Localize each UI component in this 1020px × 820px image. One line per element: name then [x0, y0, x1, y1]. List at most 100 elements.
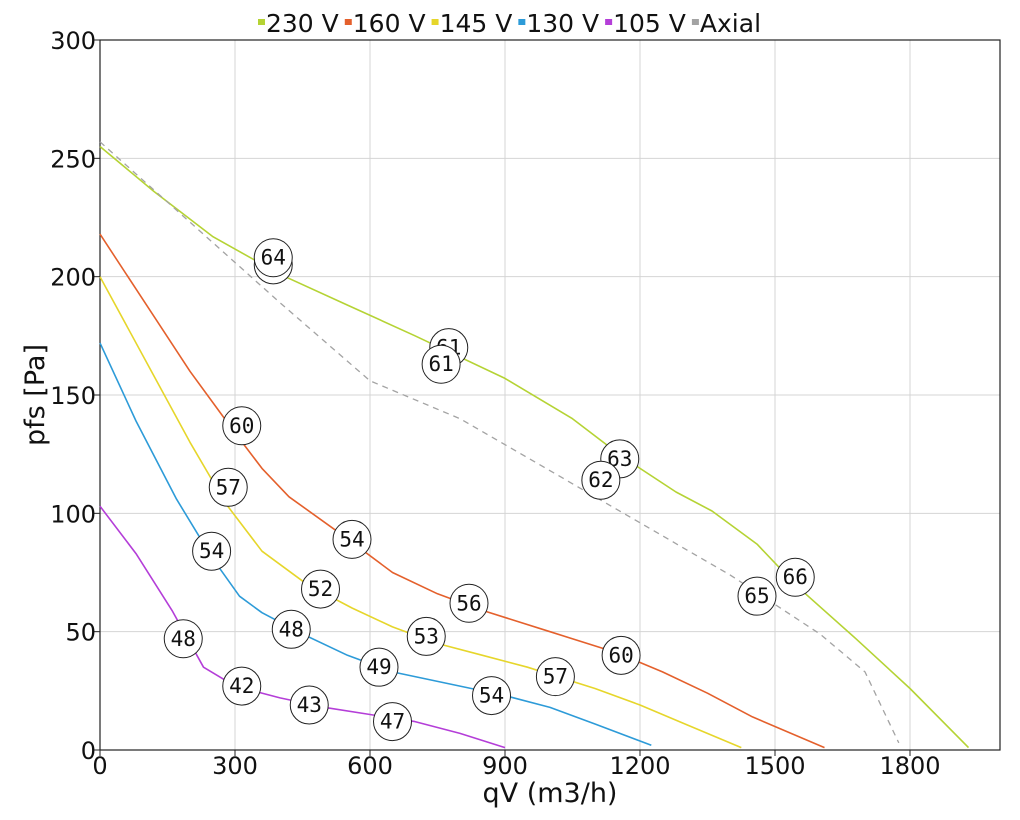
y-tick-label: 200 — [50, 264, 96, 292]
noise-level-badge: 53 — [406, 616, 446, 656]
legend-item-160-v: 160 V — [344, 9, 426, 38]
badge-circle — [222, 666, 262, 706]
y-axis-title: pfs [Pa] — [20, 344, 51, 446]
legend-item-105-v: 105 V — [605, 9, 686, 38]
x-axis-ticks: 0 300 600 900 1200 1500 1800 — [92, 750, 941, 780]
noise-level-badge: 56 — [449, 583, 489, 623]
legend-label: 105 V — [613, 9, 686, 38]
legend-item-230-v: 230 V — [258, 9, 339, 38]
series-line-145-v — [99, 276, 742, 749]
x-tick-label: 300 — [212, 752, 258, 780]
legend: 230 V 160 V 145 V 130 V 105 V Axial — [258, 9, 761, 38]
noise-level-badge: 52 — [301, 569, 340, 609]
legend-label: 160 V — [353, 9, 426, 38]
grid — [100, 40, 1000, 750]
badge-circle — [373, 702, 412, 742]
badge-circle — [535, 657, 575, 697]
badge-label: 48 — [171, 627, 196, 651]
x-tick-label: 900 — [482, 752, 528, 780]
legend-item-130-v: 130 V — [518, 9, 599, 38]
badge-circle — [208, 467, 248, 507]
noise-level-badge: 54 — [332, 519, 372, 559]
noise-level-badge: 49 — [359, 647, 399, 687]
y-tick-label: 300 — [50, 27, 96, 55]
noise-level-badge: 48 — [163, 619, 203, 659]
legend-label: 130 V — [526, 9, 599, 38]
series-layer — [99, 141, 970, 749]
noise-level-badge: 61 — [421, 344, 461, 384]
annotation-layer: 6464616163626665605456605752535754484954… — [163, 238, 815, 742]
badge-circle — [601, 635, 641, 675]
legend-label: 230 V — [266, 9, 339, 38]
badge-circle — [449, 583, 489, 623]
badge-label: 60 — [608, 643, 633, 667]
noise-level-badge: 54 — [192, 531, 232, 571]
series-line-160-v — [99, 233, 825, 749]
series-line-105-v — [99, 505, 506, 749]
badge-label: 48 — [279, 617, 304, 641]
badge-label: 56 — [456, 591, 481, 615]
legend-swatch — [605, 19, 613, 25]
noise-level-badge: 43 — [289, 685, 329, 725]
badge-circle — [406, 616, 446, 656]
badge-label: 64 — [261, 246, 286, 270]
legend-swatch — [344, 19, 352, 25]
y-tick-label: 50 — [65, 619, 96, 647]
x-axis-title: qV (m3/h) — [483, 778, 618, 809]
badge-label: 52 — [308, 577, 333, 601]
badge-label: 57 — [543, 665, 568, 689]
noise-level-badge: 60 — [601, 635, 641, 675]
noise-level-badge: 42 — [222, 666, 262, 706]
badge-circle — [775, 557, 815, 597]
legend-swatch — [691, 19, 699, 25]
badge-label: 54 — [339, 527, 364, 551]
legend-swatch — [518, 19, 526, 25]
noise-level-badge: 47 — [373, 702, 412, 742]
badge-label: 62 — [588, 468, 613, 492]
legend-item-axial: Axial — [691, 9, 761, 38]
badge-circle — [581, 460, 621, 500]
noise-level-badge: 57 — [208, 467, 248, 507]
noise-level-badge: 60 — [222, 406, 262, 446]
noise-level-badge: 65 — [737, 576, 777, 616]
badge-circle — [163, 619, 203, 659]
badge-circle — [289, 685, 329, 725]
x-tick-label: 1500 — [744, 752, 805, 780]
x-tick-label: 600 — [347, 752, 393, 780]
badge-label: 47 — [380, 710, 405, 734]
noise-level-badge: 54 — [472, 676, 511, 716]
x-tick-label: 0 — [92, 752, 107, 780]
badge-label: 60 — [229, 414, 254, 438]
series-line-130-v — [99, 342, 652, 747]
series-line-230-v — [99, 145, 970, 749]
y-axis-ticks: 0 50 100 150 200 250 300 — [50, 27, 100, 765]
badge-circle — [332, 519, 372, 559]
badge-label: 54 — [479, 684, 504, 708]
badge-circle — [301, 569, 340, 609]
x-tick-label: 1200 — [609, 752, 670, 780]
noise-level-badge: 62 — [581, 460, 621, 500]
badge-label: 53 — [414, 624, 439, 648]
badge-label: 42 — [229, 674, 254, 698]
badge-label: 61 — [428, 352, 453, 376]
badge-circle — [253, 238, 293, 278]
x-tick-label: 1800 — [879, 752, 940, 780]
y-tick-label: 100 — [50, 500, 96, 528]
badge-label: 66 — [783, 565, 808, 589]
noise-level-badge: 66 — [775, 557, 815, 597]
badge-label: 43 — [297, 693, 322, 717]
badge-label: 49 — [366, 655, 391, 679]
badge-label: 57 — [216, 475, 241, 499]
noise-level-badge: 64 — [253, 238, 293, 278]
legend-item-145-v: 145 V — [431, 9, 513, 38]
legend-swatch — [431, 19, 439, 25]
noise-level-badge: 48 — [271, 609, 311, 649]
legend-swatch — [258, 19, 265, 25]
badge-circle — [737, 576, 777, 616]
badge-circle — [421, 344, 461, 384]
badge-circle — [271, 609, 311, 649]
legend-label: 145 V — [440, 9, 513, 38]
noise-level-badge: 57 — [535, 657, 575, 697]
badge-label: 65 — [744, 584, 769, 608]
